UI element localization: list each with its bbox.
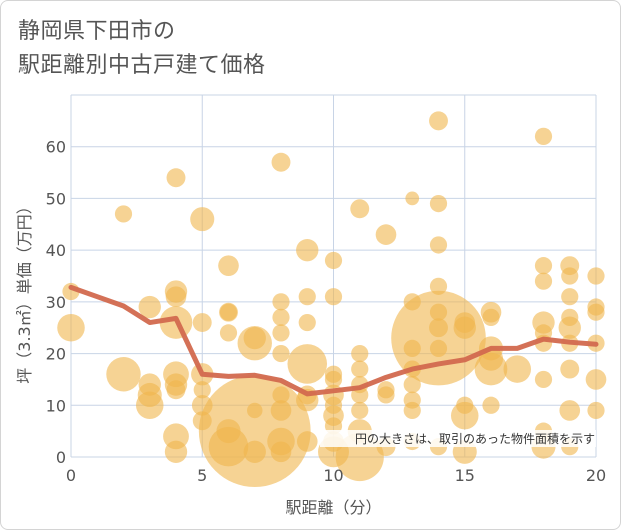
scatter-point	[138, 373, 161, 396]
scatter-point	[324, 396, 343, 414]
scatter-point	[192, 313, 212, 333]
x-tick-labels: 0 5 10 15 20	[66, 466, 606, 485]
scatter-point	[218, 255, 239, 276]
scatter-point	[324, 370, 343, 389]
scatter-point	[429, 111, 448, 131]
scatter-point	[296, 238, 319, 262]
x-tick-label: 15	[455, 466, 475, 485]
scatter-point	[482, 396, 500, 414]
scatter-point	[561, 267, 579, 285]
scatter-point	[561, 308, 579, 326]
scatter-point	[270, 400, 292, 421]
scatter-point	[403, 339, 421, 357]
scatter-point	[324, 288, 343, 306]
scatter-point	[271, 152, 291, 172]
y-tick-label: 40	[46, 241, 66, 260]
scatter-point	[165, 286, 187, 308]
scatter-point	[587, 401, 605, 420]
chart-title-line2: 駅距離別中古戸建て価格	[18, 53, 266, 78]
scatter-point	[272, 308, 290, 326]
y-tick-labels: 0 10 20 30 40 50 60	[46, 138, 66, 467]
scatter-point	[166, 168, 186, 188]
scatter-point	[351, 401, 369, 420]
scatter-point	[243, 326, 266, 350]
scatter-point	[192, 411, 212, 431]
chart-title-line1: 静岡県下田市の	[18, 19, 176, 44]
scatter-point	[272, 293, 290, 311]
x-axis-label: 駅距離（分）	[285, 498, 381, 517]
x-tick-label: 20	[586, 466, 606, 485]
y-tick-label: 60	[46, 138, 66, 157]
scatter-point	[193, 381, 211, 399]
scatter-point	[243, 440, 266, 464]
scatter-point	[560, 359, 580, 379]
scatter-point	[375, 224, 397, 245]
scatter-point	[164, 440, 188, 464]
scatter-point	[247, 402, 263, 419]
scatter-point	[429, 303, 448, 321]
scatter-point	[296, 431, 318, 452]
scatter-point	[534, 127, 553, 145]
bubble-size-note: 円の大きさは、取引のあった物件面積を示す	[355, 431, 595, 446]
scatter-point	[219, 324, 238, 342]
scatter-point	[456, 396, 474, 414]
scatter-point	[351, 360, 369, 378]
y-tick-label: 50	[46, 189, 66, 208]
scatter-point	[219, 303, 238, 321]
scatter-point	[534, 370, 553, 389]
y-axis-label: 坪（3.3㎡）単価（万円）	[15, 198, 34, 383]
scatter-point	[403, 401, 421, 420]
scatter-point	[429, 339, 448, 357]
scatter-point	[561, 288, 579, 306]
average-line-layer	[68, 284, 599, 397]
scatter-point	[298, 313, 316, 332]
scatter-point	[272, 386, 290, 404]
scatter-point	[324, 251, 343, 270]
scatter-point	[298, 288, 316, 306]
y-tick-label: 0	[56, 448, 66, 467]
scatter-point	[191, 394, 213, 416]
chart-title: 静岡県下田市の 駅距離別中古戸建て価格	[18, 15, 266, 83]
y-tick-label: 20	[46, 345, 66, 364]
scatter-point	[57, 313, 85, 342]
scatter-point	[534, 257, 553, 275]
scatter-point	[377, 386, 395, 404]
scatter-point	[138, 295, 161, 319]
series-line	[68, 284, 599, 397]
scatter-point	[587, 267, 605, 285]
scatter-point	[403, 293, 421, 311]
scatter-point	[272, 344, 290, 363]
x-tick-label: 10	[323, 466, 343, 485]
scatter-point	[429, 277, 448, 295]
scatter-point	[405, 191, 420, 206]
scatter-point	[287, 344, 328, 384]
scatter-point	[216, 419, 241, 444]
scatter-point	[482, 308, 500, 326]
scatter-point	[503, 355, 532, 383]
scatter-point	[454, 312, 476, 333]
scatter-point	[272, 324, 290, 342]
scatter-point	[429, 236, 448, 254]
scatter-point	[190, 207, 215, 232]
y-tick-label: 10	[46, 396, 66, 415]
x-tick-label: 5	[197, 466, 207, 485]
scatter-point	[534, 272, 553, 290]
scatter-point	[198, 375, 311, 488]
scatter-point	[270, 441, 292, 463]
scatter-point	[351, 344, 369, 363]
scatter-point	[114, 205, 133, 223]
scatter-point	[350, 199, 370, 219]
y-tick-label: 30	[46, 293, 66, 312]
scatter-point	[585, 369, 607, 390]
x-tick-label: 0	[66, 466, 76, 485]
scatter-point	[429, 195, 448, 213]
scatter-point	[587, 303, 605, 321]
scatter-point	[429, 318, 448, 338]
scatter-point	[166, 380, 186, 400]
scatter-point	[559, 400, 581, 421]
scatter-point	[106, 357, 141, 392]
note-background	[320, 430, 596, 447]
scatter-point	[403, 376, 421, 394]
